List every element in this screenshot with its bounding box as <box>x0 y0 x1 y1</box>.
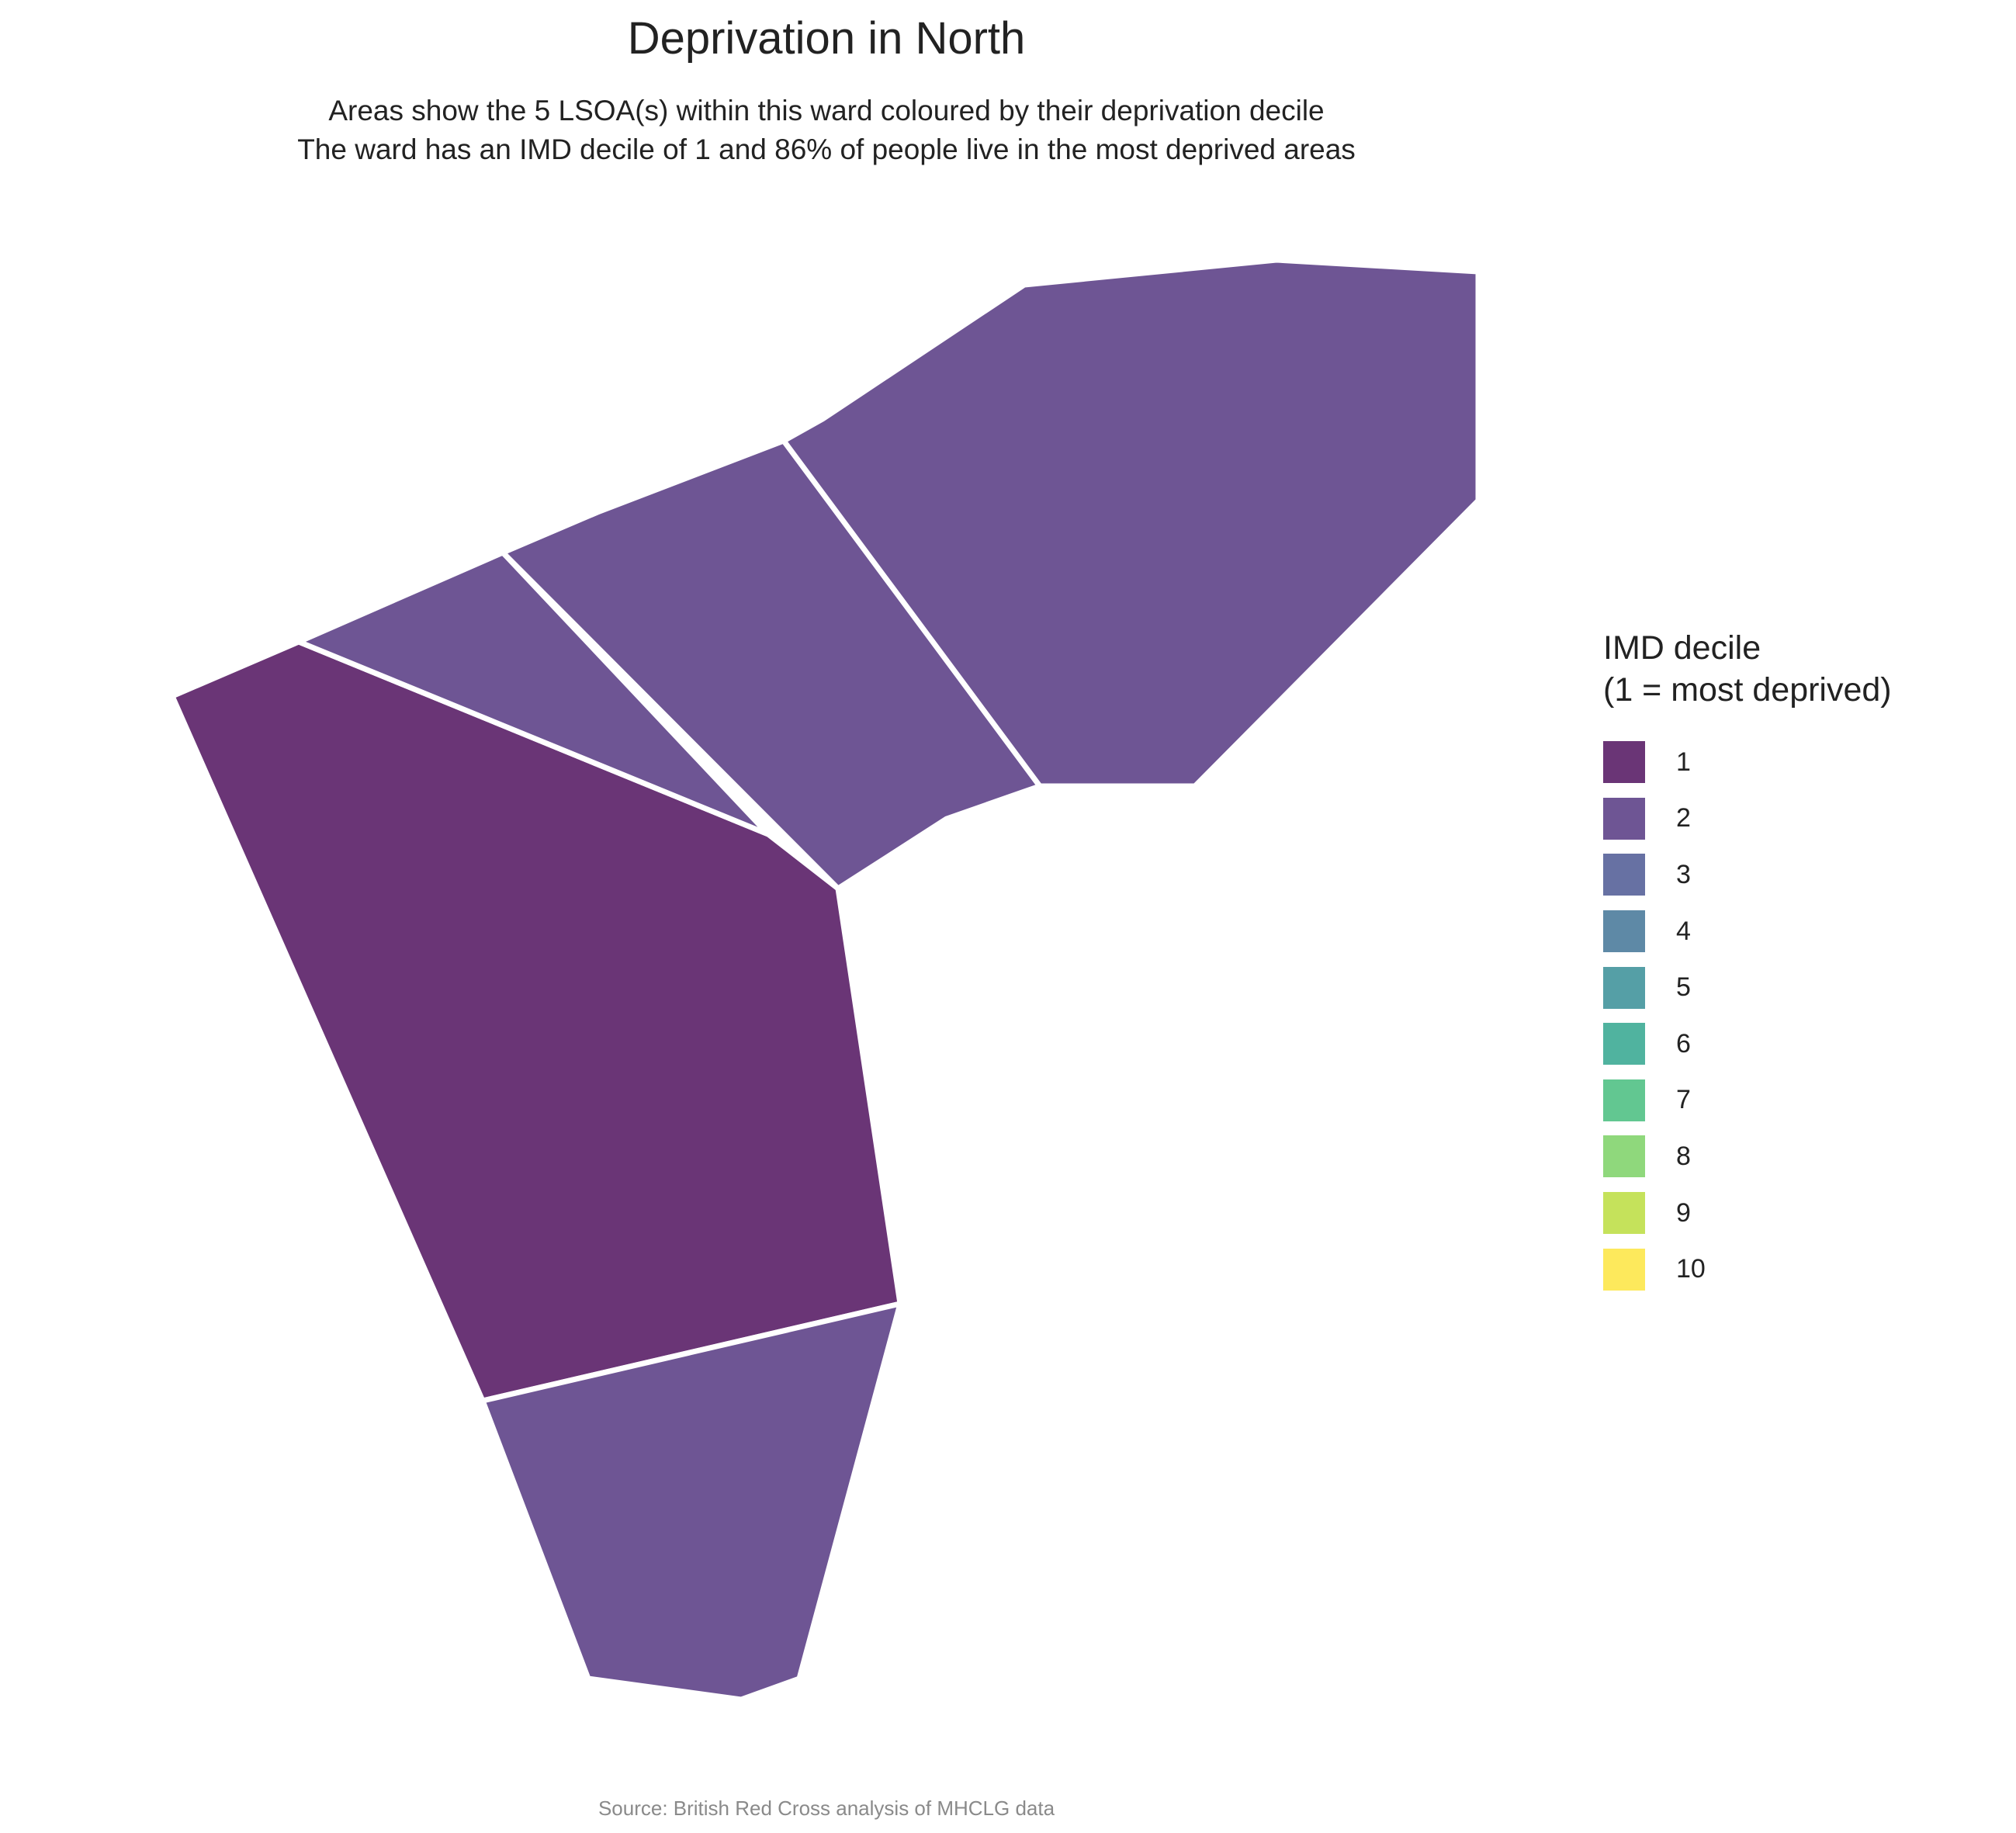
legend-title: IMD decile (1 = most deprived) <box>1603 627 1892 711</box>
source-note: Source: British Red Cross analysis of MH… <box>598 1797 1055 1820</box>
legend-item: 6 <box>1603 1016 1892 1072</box>
legend-item: 7 <box>1603 1072 1892 1129</box>
lsoa-north-west-area <box>296 549 771 837</box>
legend-swatch <box>1603 1248 1645 1291</box>
legend-swatch <box>1603 854 1645 896</box>
legend-swatch <box>1603 1079 1645 1121</box>
legend-label: 4 <box>1676 916 1691 946</box>
legend-label: 6 <box>1676 1028 1691 1059</box>
legend-title-line-2: (1 = most deprived) <box>1603 671 1892 709</box>
legend: IMD decile (1 = most deprived) 1 2 3 4 5 6 7 8 9… <box>1603 627 1892 1298</box>
legend-label: 3 <box>1676 859 1691 889</box>
legend-swatch <box>1603 797 1645 840</box>
legend-swatch <box>1603 1023 1645 1065</box>
map-subtitle: Areas show the 5 LSOA(s) within this war… <box>0 92 1653 169</box>
legend-label: 8 <box>1676 1141 1691 1171</box>
legend-item: 4 <box>1603 903 1892 960</box>
lsoa-south-area <box>480 1301 903 1703</box>
legend-swatch <box>1603 966 1645 1009</box>
legend-label: 7 <box>1676 1085 1691 1115</box>
legend-items: 1 2 3 4 5 6 7 8 9 10 <box>1603 734 1892 1298</box>
legend-item: 2 <box>1603 791 1892 847</box>
legend-item: 8 <box>1603 1128 1892 1185</box>
legend-item: 3 <box>1603 847 1892 903</box>
legend-swatch <box>1603 1135 1645 1178</box>
legend-item: 1 <box>1603 734 1892 791</box>
legend-label: 1 <box>1676 747 1691 777</box>
legend-label: 2 <box>1676 803 1691 833</box>
map-title: Deprivation in North <box>627 13 1026 64</box>
lsoa-areas <box>169 257 1481 1703</box>
legend-swatch <box>1603 741 1645 784</box>
legend-item: 5 <box>1603 959 1892 1016</box>
subtitle-line-1: Areas show the 5 LSOA(s) within this war… <box>328 95 1325 126</box>
subtitle-line-2: The ward has an IMD decile of 1 and 86% … <box>297 133 1356 165</box>
legend-label: 5 <box>1676 972 1691 1003</box>
legend-title-line-1: IMD decile <box>1603 629 1761 667</box>
legend-label: 10 <box>1676 1254 1706 1284</box>
legend-swatch <box>1603 910 1645 953</box>
legend-item: 10 <box>1603 1241 1892 1298</box>
legend-item: 9 <box>1603 1185 1892 1242</box>
legend-label: 9 <box>1676 1197 1691 1228</box>
legend-swatch <box>1603 1192 1645 1235</box>
lsoa-north-east-area <box>781 257 1481 789</box>
